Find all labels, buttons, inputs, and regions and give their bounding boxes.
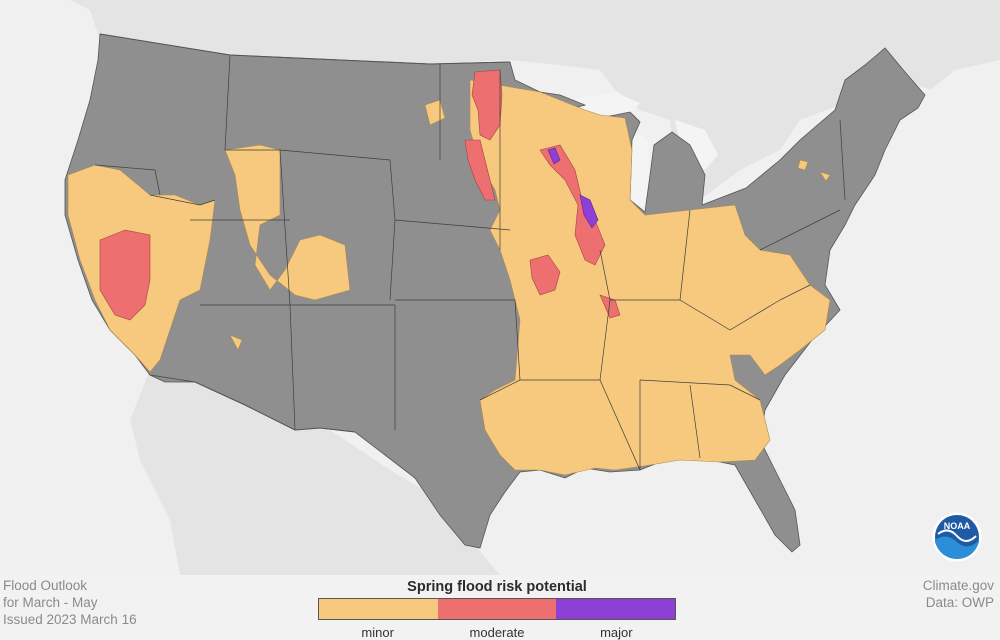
caption: Flood Outlook for March - May Issued 202… — [3, 577, 137, 628]
major-area-mississippi-main — [579, 194, 599, 229]
lake-huron — [675, 120, 718, 170]
minor-area-arizona — [229, 334, 243, 351]
noaa-logo-icon: NOAA — [932, 512, 982, 562]
moderate-area-california — [99, 229, 151, 321]
flood-outlook-map — [64, 0, 1000, 575]
mexico-border — [149, 374, 356, 433]
legend-label-major: major — [600, 625, 633, 640]
caption-title: Flood Outlook — [3, 578, 88, 593]
credit: Climate.gov Data: OWP — [923, 577, 994, 611]
legend-bar — [318, 598, 676, 620]
moderate-area-james-river — [464, 139, 496, 201]
noaa-logo-text: NOAA — [944, 521, 971, 531]
minor-area-virginia — [797, 159, 809, 171]
caption-issued: Issued 2023 March 16 — [3, 612, 137, 627]
legend-labels: minor moderate major — [318, 625, 676, 640]
credit-data: Data: OWP — [925, 595, 994, 610]
international-border — [99, 33, 511, 65]
state-borders — [94, 54, 846, 471]
minor-area-new-york — [819, 171, 831, 182]
moderate-risk-areas — [99, 69, 621, 321]
legend: Spring flood risk potential minor modera… — [318, 578, 676, 640]
major-risk-areas — [547, 147, 599, 229]
legend-swatch-major — [556, 599, 676, 619]
moderate-area-red-river — [471, 69, 503, 141]
moderate-area-iowa — [529, 254, 561, 296]
credit-source: Climate.gov — [922, 578, 994, 593]
legend-label-minor: minor — [361, 625, 394, 640]
mexico-land — [130, 370, 500, 575]
canada-land — [70, 0, 1000, 200]
legend-label-moderate: moderate — [469, 625, 525, 640]
minor-area-idaho-wyoming — [224, 144, 351, 301]
major-area-upper-mississippi — [547, 147, 561, 165]
legend-swatch-moderate — [437, 599, 557, 619]
caption-period: for March - May — [3, 595, 98, 610]
legend-title: Spring flood risk potential — [407, 579, 587, 595]
minor-area-central-east — [469, 79, 831, 476]
legend-swatch-minor — [319, 599, 438, 619]
moderate-area-mississippi — [539, 144, 606, 266]
